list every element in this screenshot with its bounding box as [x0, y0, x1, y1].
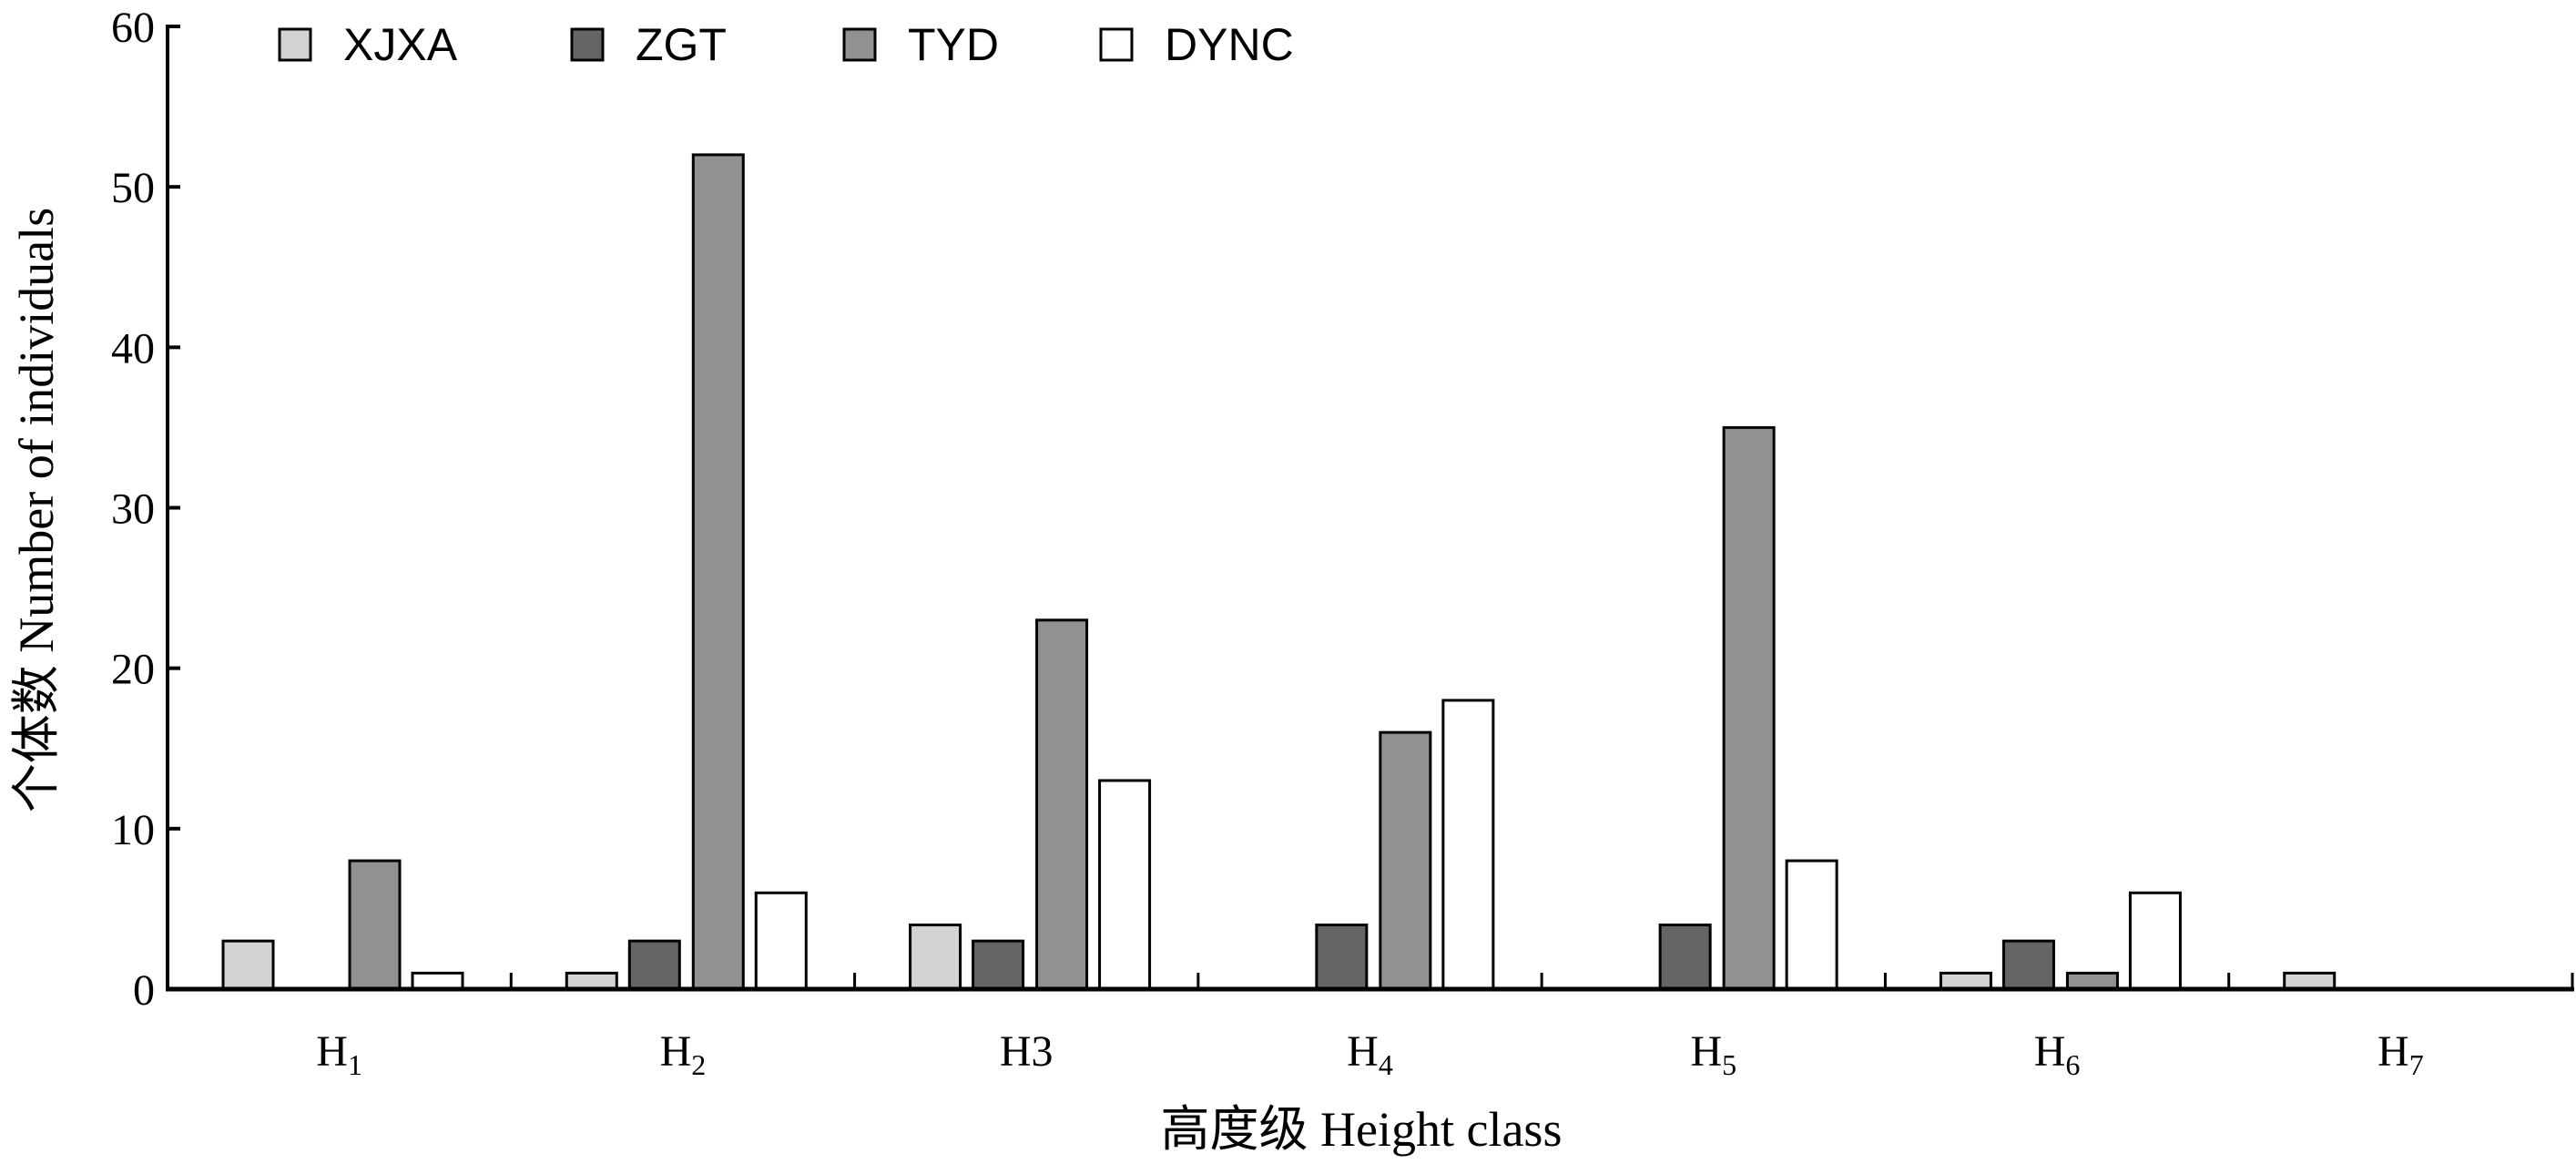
legend-label-tyd: TYD [908, 19, 999, 70]
legend-swatch-zgt [570, 27, 605, 62]
bar-tyd-2 [691, 153, 745, 991]
x-tick-label: H5 [1690, 1027, 1736, 1081]
bar-zgt-6 [2001, 939, 2055, 991]
x-tick-label: H4 [1347, 1027, 1393, 1081]
legend-label-dync: DYNC [1165, 19, 1294, 70]
y-tick-label: 60 [111, 4, 155, 52]
x-tick-label: H2 [660, 1027, 707, 1081]
bar-zgt-4 [1315, 924, 1369, 991]
legend-label-zgt: ZGT [636, 19, 727, 70]
y-tick-label: 50 [111, 164, 155, 212]
y-tick-label: 0 [133, 966, 155, 1015]
legend: XJXA ZGT TYD DYNC [278, 19, 1294, 70]
bar-zgt-2 [627, 939, 681, 991]
bar-tyd-1 [348, 859, 402, 991]
y-axis-label: 个体数 Number of individuals [9, 208, 64, 812]
bar-dync-6 [2128, 891, 2182, 991]
x-tick-label: H6 [2034, 1027, 2081, 1081]
y-tick-label: 30 [111, 485, 155, 534]
bar-xjxa-3 [909, 924, 962, 991]
bar-xjxa-2 [565, 971, 618, 991]
bar-tyd-4 [1379, 730, 1432, 991]
bars [221, 153, 2337, 991]
legend-swatch-dync [1099, 27, 1134, 62]
bar-zgt-3 [972, 939, 1025, 991]
bar-dync-4 [1441, 699, 1495, 991]
y-tick-label: 40 [111, 324, 155, 373]
x-tick-label: H7 [2377, 1027, 2424, 1081]
x-tick-label: H3 [1000, 1027, 1054, 1076]
legend-swatch-xjxa [278, 27, 312, 62]
y-tick-label: 10 [111, 806, 155, 854]
bar-tyd-5 [1722, 425, 1776, 991]
bar-tyd-3 [1035, 618, 1089, 991]
bar-xjxa-1 [221, 939, 275, 991]
x-axis-label: 高度级 Height class [1161, 1102, 1563, 1157]
bar-dync-3 [1098, 779, 1152, 991]
x-tick-label: H1 [316, 1027, 362, 1081]
legend-swatch-tyd [842, 27, 877, 62]
legend-label-xjxa: XJXA [343, 19, 458, 70]
bar-zgt-5 [1658, 924, 1712, 991]
axes: 0 10 20 30 40 50 60 H1 H2 H3 H4 H5 H6 H7 [111, 4, 2574, 1081]
bar-tyd-6 [2065, 971, 2119, 991]
bar-xjxa-7 [2283, 971, 2337, 991]
bar-dync-5 [1785, 859, 1838, 991]
bar-xjxa-6 [1939, 971, 1992, 991]
bar-dync-2 [754, 891, 808, 991]
bar-dync-1 [411, 971, 464, 991]
y-tick-label: 20 [111, 646, 155, 694]
